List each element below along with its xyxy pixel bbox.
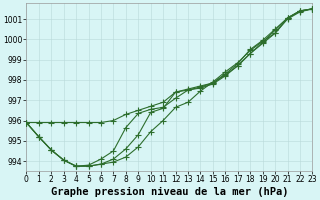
X-axis label: Graphe pression niveau de la mer (hPa): Graphe pression niveau de la mer (hPa) xyxy=(51,187,288,197)
